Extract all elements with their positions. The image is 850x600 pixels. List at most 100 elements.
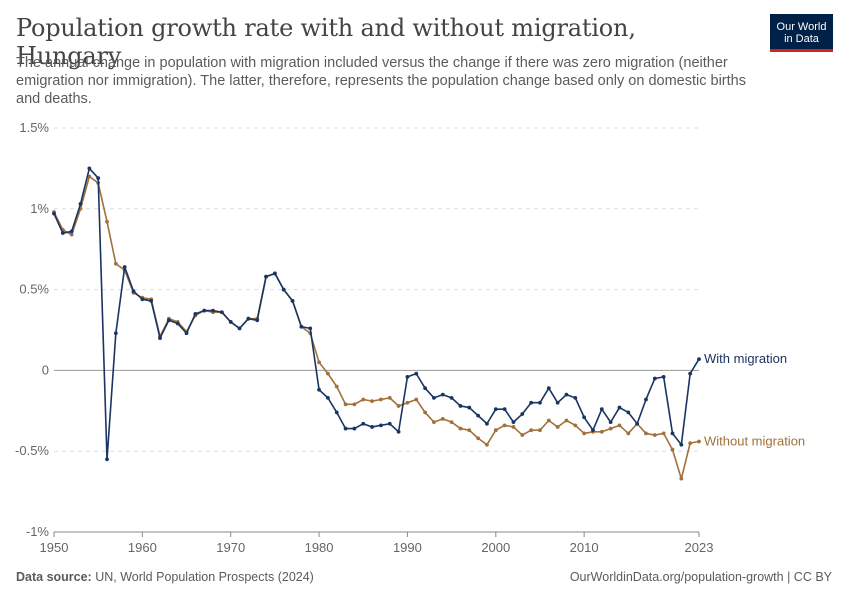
data-point bbox=[379, 423, 383, 428]
data-point bbox=[69, 229, 74, 234]
data-point bbox=[493, 428, 498, 433]
data-point bbox=[343, 402, 348, 407]
data-point bbox=[626, 431, 631, 436]
data-point bbox=[352, 426, 357, 431]
data-point bbox=[449, 420, 454, 425]
y-tick-label: -0.5% bbox=[15, 443, 49, 458]
data-point bbox=[670, 447, 675, 452]
data-point bbox=[440, 416, 445, 421]
data-point bbox=[485, 421, 489, 426]
data-point bbox=[122, 265, 127, 269]
data-point bbox=[511, 425, 516, 429]
data-point bbox=[670, 431, 675, 436]
data-point bbox=[529, 400, 534, 405]
data-source: Data source: UN, World Population Prospe… bbox=[16, 570, 314, 584]
data-point bbox=[644, 397, 648, 402]
data-point bbox=[202, 308, 207, 313]
data-point bbox=[113, 331, 118, 336]
data-point bbox=[78, 202, 83, 206]
data-point bbox=[308, 326, 313, 331]
data-point bbox=[211, 308, 215, 313]
data-point bbox=[264, 274, 268, 279]
data-point bbox=[326, 371, 330, 376]
owid-logo[interactable]: Our World in Data bbox=[770, 14, 833, 52]
data-point bbox=[105, 457, 109, 462]
data-point bbox=[564, 392, 569, 397]
data-point bbox=[228, 320, 233, 324]
data-point bbox=[166, 318, 171, 323]
data-point bbox=[608, 426, 613, 431]
data-point bbox=[246, 316, 251, 321]
data-point bbox=[467, 405, 472, 410]
logo-line-1: Our World bbox=[776, 21, 827, 33]
data-point bbox=[175, 321, 180, 326]
data-point bbox=[414, 397, 419, 402]
data-point bbox=[370, 425, 374, 429]
data-point bbox=[476, 436, 481, 441]
data-point bbox=[432, 420, 436, 425]
data-point bbox=[449, 395, 454, 400]
data-point bbox=[96, 176, 101, 180]
data-point bbox=[87, 166, 92, 171]
x-tick-label: 1980 bbox=[305, 540, 334, 555]
x-tick-label: 2023 bbox=[685, 540, 714, 555]
data-point bbox=[688, 371, 693, 376]
data-point bbox=[652, 376, 657, 381]
data-point bbox=[272, 271, 277, 276]
data-point bbox=[661, 374, 666, 379]
data-point bbox=[485, 442, 489, 447]
data-source-text[interactable]: UN, World Population Prospects (2024) bbox=[95, 570, 314, 584]
data-point bbox=[582, 415, 587, 420]
data-point bbox=[617, 423, 622, 428]
y-tick-label: 1.5% bbox=[19, 120, 49, 135]
data-point bbox=[502, 407, 507, 412]
x-tick-label: 2000 bbox=[481, 540, 510, 555]
y-tick-label: 0 bbox=[42, 362, 49, 377]
x-tick-label: 2010 bbox=[570, 540, 599, 555]
data-point bbox=[520, 433, 525, 437]
data-point bbox=[69, 232, 74, 237]
data-point bbox=[546, 386, 551, 391]
data-point bbox=[237, 326, 242, 331]
x-tick-label: 1960 bbox=[128, 540, 157, 555]
data-point bbox=[387, 421, 392, 426]
data-point bbox=[361, 397, 366, 402]
data-point bbox=[299, 324, 304, 329]
data-point bbox=[317, 360, 321, 365]
data-point bbox=[529, 428, 534, 433]
y-tick-label: 1% bbox=[30, 201, 49, 216]
y-tick-label: 0.5% bbox=[19, 282, 49, 297]
data-point bbox=[131, 289, 136, 294]
series-label-without-migration: Without migration bbox=[704, 434, 805, 449]
footer-url[interactable]: OurWorldinData.org/population-growth | C… bbox=[569, 570, 832, 584]
data-point bbox=[343, 426, 348, 431]
data-point bbox=[149, 299, 154, 303]
y-tick-label: -1% bbox=[26, 524, 50, 539]
data-point bbox=[219, 310, 224, 315]
series-line-with-migration bbox=[53, 167, 700, 461]
data-point bbox=[193, 311, 198, 316]
data-point bbox=[432, 395, 436, 400]
data-point bbox=[405, 374, 410, 379]
data-point bbox=[661, 431, 666, 436]
x-tick-label: 1950 bbox=[40, 540, 69, 555]
data-point bbox=[688, 441, 693, 446]
series-without-migration: Without migration bbox=[52, 174, 805, 481]
data-point bbox=[573, 395, 578, 400]
data-point bbox=[379, 397, 383, 402]
data-point bbox=[105, 219, 109, 224]
logo-line-2: in Data bbox=[784, 33, 819, 45]
data-point bbox=[538, 428, 542, 433]
data-point bbox=[113, 261, 118, 266]
data-point bbox=[334, 384, 339, 389]
x-tick-label: 1990 bbox=[393, 540, 422, 555]
data-point bbox=[255, 318, 260, 323]
data-point bbox=[511, 420, 516, 425]
data-point bbox=[555, 400, 560, 405]
chart-title: Population growth rate with and without … bbox=[16, 14, 636, 70]
data-point bbox=[697, 439, 701, 444]
series-label-with-migration: With migration bbox=[704, 351, 787, 366]
data-point bbox=[423, 386, 427, 391]
data-point bbox=[290, 299, 295, 303]
data-point bbox=[334, 410, 339, 415]
